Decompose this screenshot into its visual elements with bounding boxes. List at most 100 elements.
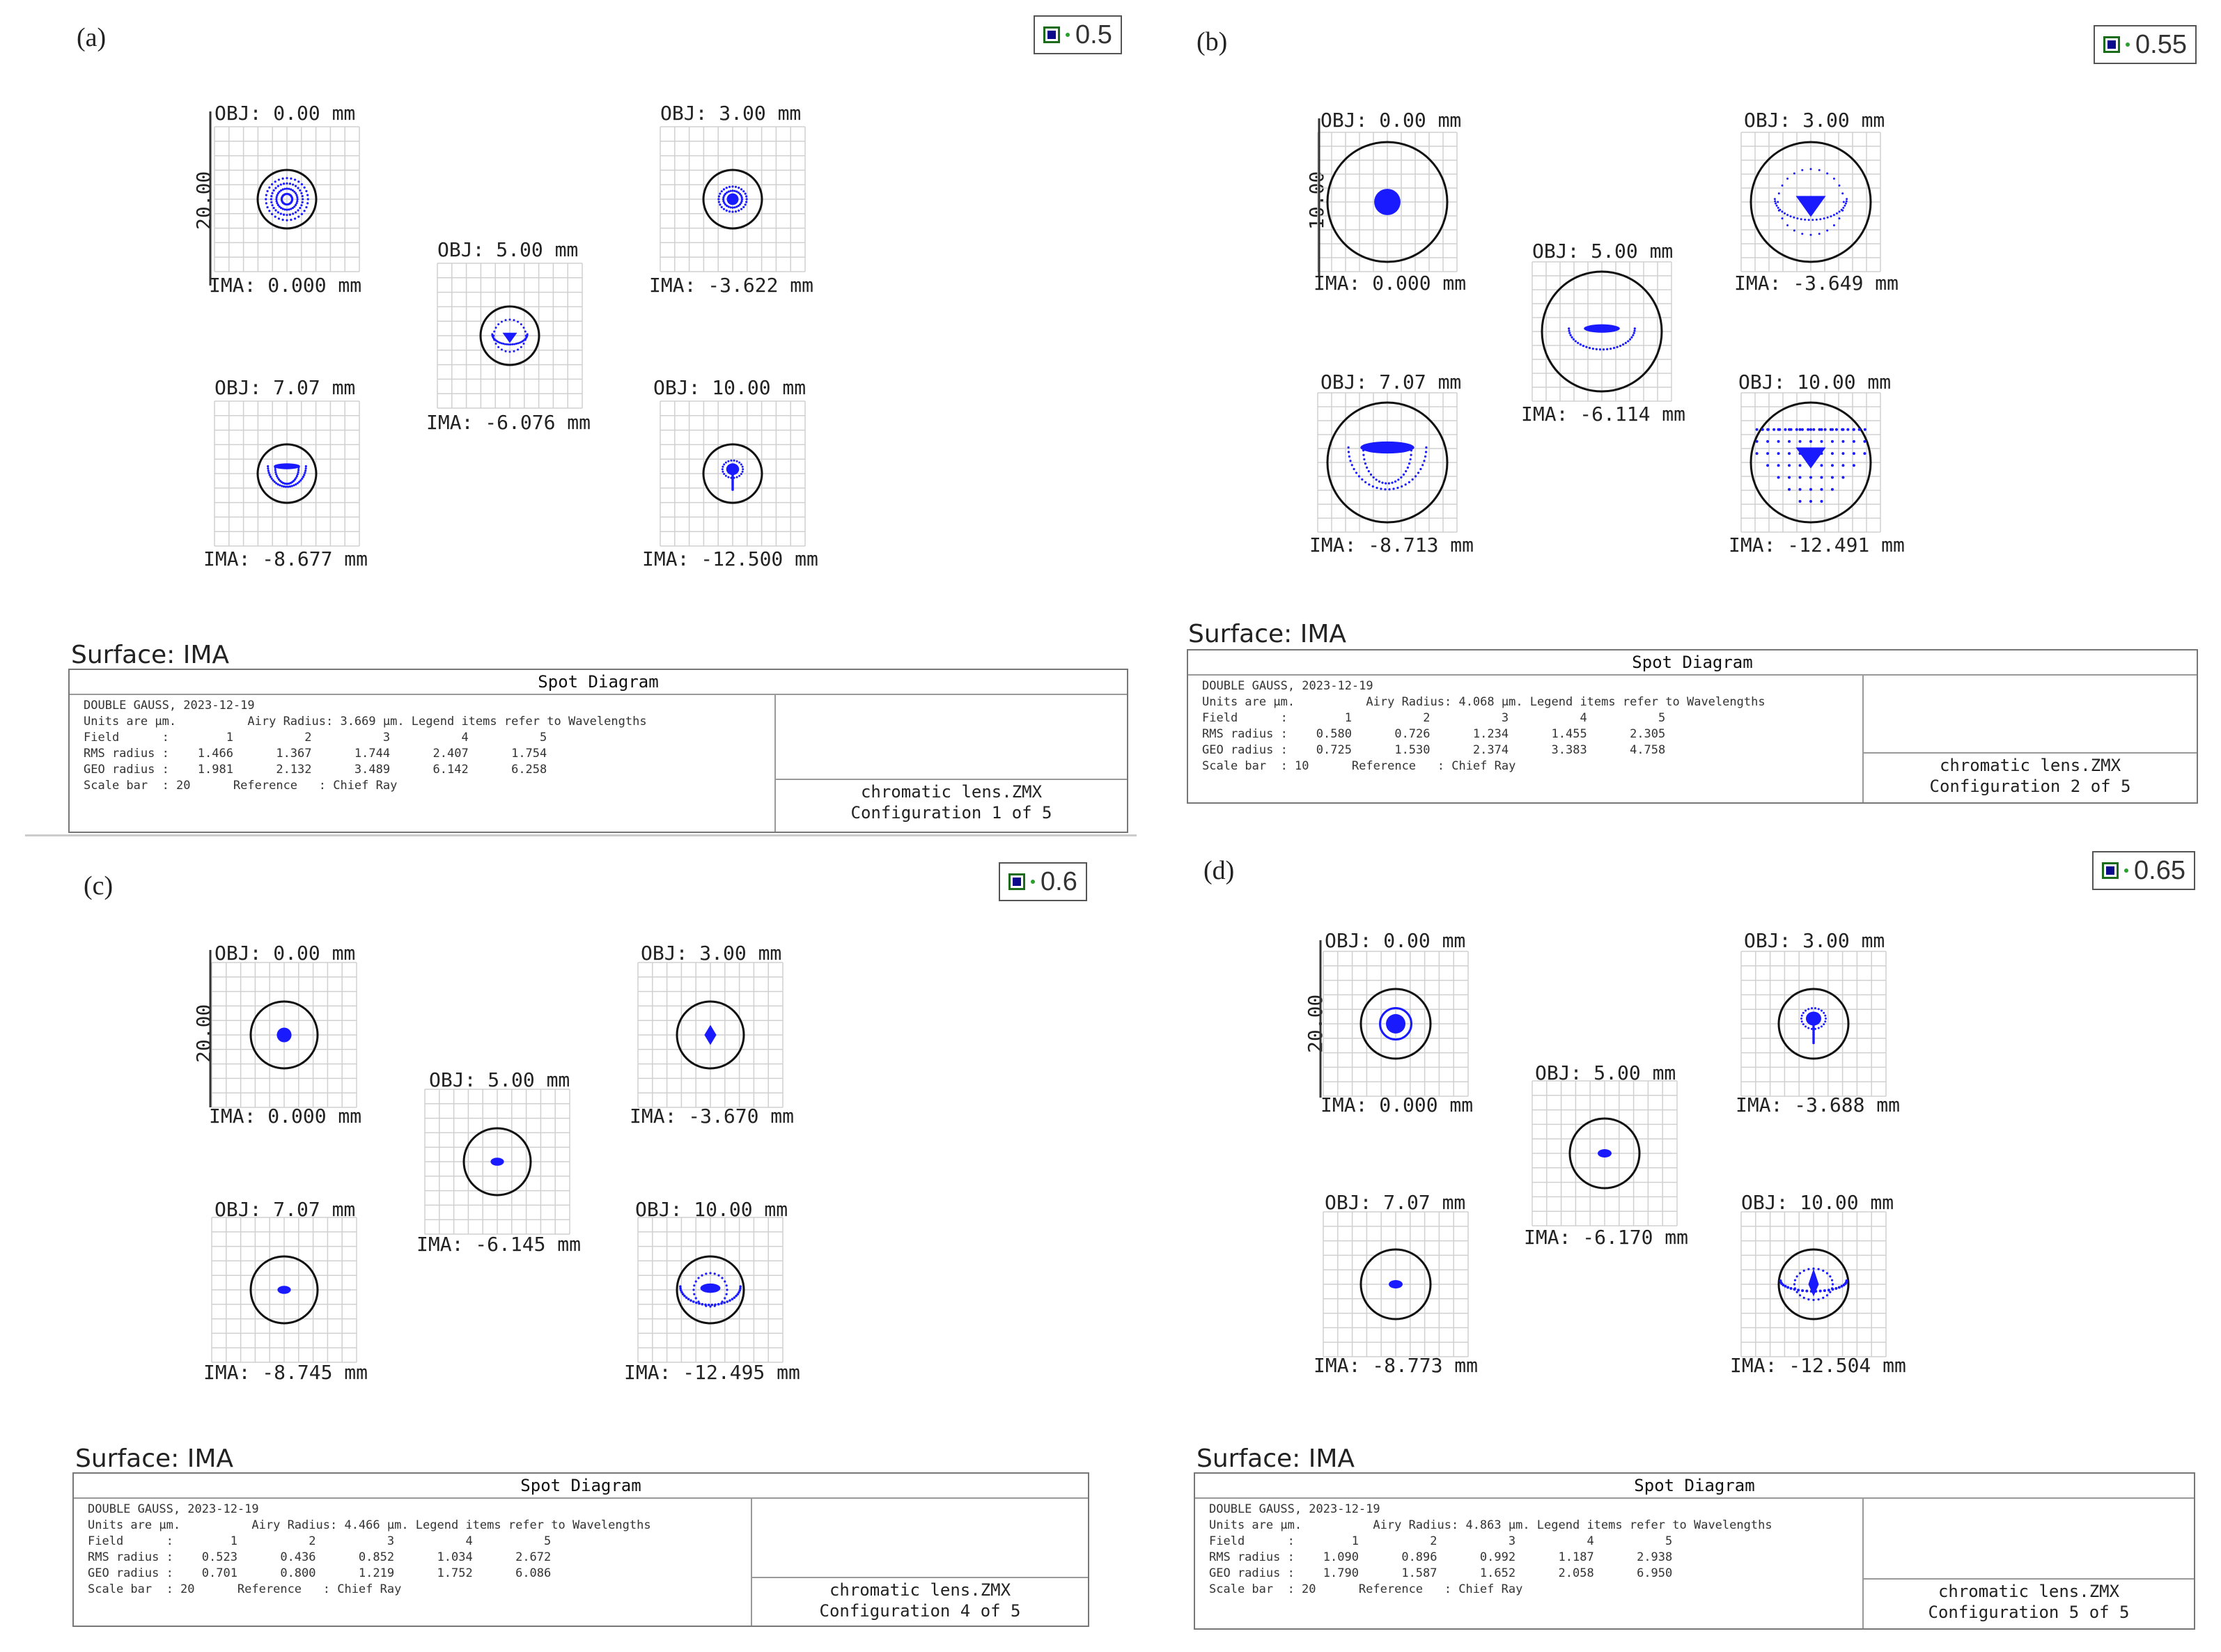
ray-point — [1347, 451, 1350, 453]
ray-point — [1822, 1296, 1825, 1300]
ray-point — [1795, 428, 1798, 431]
ray-point — [1569, 334, 1572, 336]
spot-grid — [437, 263, 583, 409]
obj-label-field-4: OBJ: 7.07 mm — [215, 376, 356, 399]
airy-disk-circle — [1541, 270, 1663, 393]
config-number: Configuration 2 of 5 — [1929, 777, 2131, 796]
airy-disk-circle — [462, 1127, 532, 1197]
ray-point — [1394, 480, 1397, 483]
ray-point — [306, 202, 309, 205]
ray-point — [722, 188, 726, 191]
ray-point — [276, 194, 279, 196]
ima-label-field-4: IMA: -8.773 mm — [1314, 1354, 1479, 1377]
ray-point — [733, 1296, 736, 1299]
ray-point — [279, 212, 282, 215]
ray-point — [300, 212, 303, 215]
ray-point — [271, 212, 274, 215]
ray-point — [723, 473, 726, 476]
ray-point — [1807, 1008, 1810, 1011]
ray-point — [722, 196, 725, 198]
spot-diagram-info-box: Spot Diagram DOUBLE GAUSS, 2023-12-19 Un… — [1194, 1472, 2195, 1630]
ray-point — [1852, 428, 1855, 431]
obj-label-field-1: OBJ: 0.00 mm — [215, 942, 356, 965]
spot-core — [1584, 324, 1620, 333]
ray-point — [1798, 1294, 1802, 1297]
ray-point — [1766, 452, 1770, 455]
ray-point — [1824, 1020, 1827, 1023]
ray-point — [1823, 1011, 1825, 1014]
ray-point — [1811, 1007, 1814, 1010]
ray-point — [1777, 192, 1780, 195]
ray-point — [726, 1288, 728, 1291]
ray-point — [1811, 1027, 1814, 1030]
ray-point — [724, 192, 727, 196]
ray-point — [705, 1272, 708, 1275]
ray-point — [1834, 428, 1838, 431]
ray-point — [1822, 1269, 1825, 1272]
ray-point — [735, 476, 738, 478]
ray-point — [295, 202, 298, 205]
ray-point — [517, 348, 520, 351]
ray-point — [680, 1291, 683, 1294]
ray-point — [698, 1302, 701, 1305]
ray-point — [1842, 201, 1845, 203]
airy-disk-circle — [1749, 141, 1872, 263]
ray-point — [299, 189, 302, 192]
airy-disk-circle — [1326, 401, 1449, 524]
ray-point — [288, 485, 292, 488]
ray-point — [1355, 472, 1358, 474]
ray-point — [1863, 439, 1867, 443]
ray-point — [497, 345, 500, 348]
ray-point — [738, 1291, 740, 1294]
ray-point — [290, 208, 293, 210]
ray-point — [1812, 1027, 1815, 1031]
ray-point — [697, 1277, 700, 1279]
obj-label-field-3: OBJ: 5.00 mm — [429, 1068, 570, 1091]
ray-point — [513, 350, 515, 352]
ray-point — [1805, 1009, 1807, 1012]
ray-point — [296, 482, 299, 485]
ray-point — [1809, 452, 1812, 455]
ray-point — [1812, 1031, 1815, 1034]
ray-point — [304, 472, 306, 474]
ray-point — [275, 482, 278, 485]
legend-swatch-icon — [1043, 26, 1060, 43]
obj-label-field-5: OBJ: 10.00 mm — [1738, 371, 1892, 393]
ray-point — [1809, 488, 1812, 491]
ray-point — [1788, 488, 1791, 491]
ray-point — [1773, 198, 1776, 201]
ray-point — [290, 177, 293, 180]
ray-point — [268, 210, 271, 212]
ray-point — [1812, 1040, 1815, 1043]
info-box-title: Spot Diagram — [70, 670, 1127, 695]
ima-label-field-3: IMA: -6.114 mm — [1521, 403, 1686, 426]
wavelength-value: 0.65 — [2134, 855, 2185, 885]
ray-point — [735, 197, 739, 200]
ray-point — [1366, 466, 1369, 469]
spot-core — [1795, 196, 1826, 217]
ray-point — [515, 343, 517, 345]
ray-point — [271, 192, 274, 194]
ray-point — [275, 196, 278, 198]
spot-grid — [637, 962, 784, 1108]
ray-point — [717, 1274, 720, 1277]
ray-point — [724, 203, 727, 206]
ray-point — [1846, 428, 1850, 431]
ray-point — [266, 189, 269, 193]
ray-point — [279, 183, 282, 186]
ray-point — [1835, 212, 1838, 215]
ray-point — [296, 473, 299, 476]
ray-point — [281, 188, 284, 191]
ray-point — [274, 187, 277, 189]
ray-point — [1809, 233, 1812, 236]
ray-point — [1348, 455, 1351, 458]
ray-point — [1841, 428, 1844, 431]
ray-point — [1396, 486, 1399, 490]
ray-point — [729, 206, 732, 209]
ray-point — [1568, 327, 1571, 330]
ray-point — [705, 1304, 708, 1307]
spot-core — [726, 463, 740, 476]
ray-point — [1385, 482, 1387, 485]
ray-point — [1364, 481, 1367, 483]
ray-point — [1818, 1289, 1822, 1293]
